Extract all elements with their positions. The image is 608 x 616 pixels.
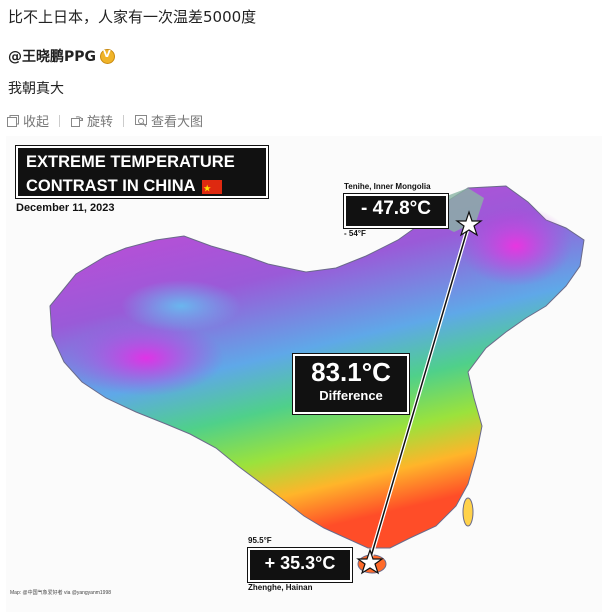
chart-date: December 11, 2023 xyxy=(16,202,115,214)
post-author[interactable]: @王晓鹏PPG xyxy=(8,46,116,66)
cold-location-star xyxy=(455,210,483,237)
title-line-1: EXTREME TEMPERATURE xyxy=(26,153,235,171)
collapse-button[interactable]: 收起 xyxy=(6,111,49,130)
rotate-label: 旋转 xyxy=(87,115,114,130)
view-large-label: 查看大图 xyxy=(151,115,204,130)
difference-label: Difference xyxy=(319,388,383,403)
hot-fahrenheit: 95.5°F xyxy=(248,536,272,545)
collapse-icon xyxy=(7,114,19,127)
title-line-2: CONTRAST IN CHINA xyxy=(26,174,258,201)
divider xyxy=(123,114,125,127)
view-large-icon xyxy=(135,114,148,127)
collapse-label: 收起 xyxy=(23,115,50,130)
image-actions: 收起 旋转 查看大图 xyxy=(6,111,203,130)
rotate-icon xyxy=(71,115,84,127)
difference-value: 83.1°C xyxy=(311,357,391,387)
post-text: 比不上日本，人家有一次温差5000度 xyxy=(8,8,257,26)
divider xyxy=(59,114,61,127)
view-large-button[interactable]: 查看大图 xyxy=(134,111,203,130)
cold-fahrenheit: - 54°F xyxy=(344,229,366,238)
cold-place-label: Tenihe, Inner Mongolia xyxy=(344,182,431,191)
difference-box: 83.1°C Difference xyxy=(292,353,410,415)
chart-title: EXTREME TEMPERATURE CONTRAST IN CHINA xyxy=(15,145,269,201)
china-flag-icon xyxy=(201,177,222,201)
hot-place-label: Zhenghe, Hainan xyxy=(248,583,313,592)
author-name[interactable]: @王晓鹏PPG xyxy=(8,49,97,65)
hot-temperature: + 35.3°C xyxy=(247,547,353,583)
cold-temperature: - 47.8°C xyxy=(343,193,449,229)
hot-location-star xyxy=(356,548,384,575)
post-comment: 我朝真大 xyxy=(8,81,64,97)
rotate-button[interactable]: 旋转 xyxy=(70,111,113,130)
temperature-map-image[interactable]: EXTREME TEMPERATURE CONTRAST IN CHINA De… xyxy=(6,136,602,612)
map-credit: Map: @中国气象爱好者 via @yangyanm1998 xyxy=(10,590,112,596)
verified-badge-icon xyxy=(100,48,116,64)
